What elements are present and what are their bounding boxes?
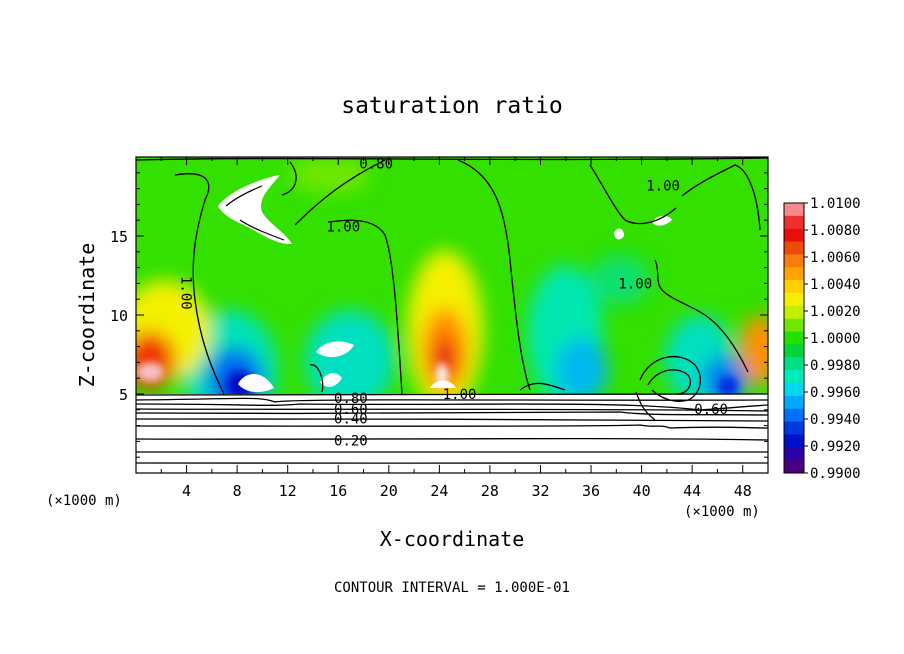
x-unit-right: (×1000 m) bbox=[684, 504, 760, 520]
chart-title: saturation ratio bbox=[341, 93, 563, 119]
contour-line bbox=[136, 424, 768, 429]
colorbar-label: 0.9960 bbox=[810, 385, 861, 401]
contour-line bbox=[136, 397, 768, 403]
colorbar-label: 0.9940 bbox=[810, 412, 861, 428]
x-tick-label: 32 bbox=[531, 482, 549, 500]
contour-line bbox=[136, 403, 768, 411]
contour-line bbox=[136, 462, 768, 464]
x-tick-label: 4 bbox=[182, 482, 191, 500]
colorbar: 1.0100 1.0080 1.0060 1.0040 1.0020 1.0000 0.99… bbox=[783, 196, 861, 482]
x-tick-label: 20 bbox=[380, 482, 398, 500]
contour-line bbox=[309, 364, 324, 393]
dry-core-right bbox=[718, 376, 738, 396]
contour-lines bbox=[136, 157, 768, 464]
x-tick-label: 36 bbox=[582, 482, 600, 500]
x-tick-label: 28 bbox=[481, 482, 499, 500]
x-tick-label: 44 bbox=[683, 482, 701, 500]
colorbar-label: 1.0080 bbox=[810, 223, 861, 239]
colorbar-label: 1.0000 bbox=[810, 331, 861, 347]
colorbar-label: 1.0020 bbox=[810, 304, 861, 320]
x-axis: 4 8 12 16 20 24 28 32 36 40 44 48 bbox=[160, 157, 752, 500]
x-tick-label: 8 bbox=[233, 482, 242, 500]
colorbar-segment bbox=[784, 395, 804, 410]
colorbar-label: 0.9980 bbox=[810, 358, 861, 374]
contour-line bbox=[136, 437, 768, 441]
y-tick-label: 5 bbox=[119, 386, 128, 404]
y-axis-label: Z-coordinate bbox=[75, 243, 99, 388]
colorbar-segment bbox=[784, 408, 804, 423]
contour-line bbox=[589, 164, 677, 225]
contour-line bbox=[654, 259, 749, 373]
contour-line bbox=[329, 219, 403, 395]
contour-label: 0.60 bbox=[694, 402, 728, 418]
contour-label: 1.00 bbox=[443, 387, 477, 403]
y-axis: 5 10 15 bbox=[110, 172, 768, 458]
x-tick-label: 12 bbox=[279, 482, 297, 500]
contour-label: 1.00 bbox=[618, 276, 652, 292]
colorbar-segment bbox=[784, 241, 804, 255]
contour-line bbox=[136, 418, 768, 422]
colorbar-segment bbox=[784, 460, 804, 474]
colorbar-segment bbox=[784, 228, 804, 243]
contour-line bbox=[136, 393, 768, 396]
contour-line bbox=[294, 159, 386, 226]
contour-line bbox=[136, 157, 768, 161]
colorbar-label: 1.0060 bbox=[810, 250, 861, 266]
contour-line bbox=[519, 382, 566, 391]
colorbar-segment bbox=[784, 344, 804, 358]
colorbar-segment bbox=[784, 293, 804, 307]
contour-interval-note: CONTOUR INTERVAL = 1.000E-01 bbox=[334, 580, 570, 596]
x-axis-label: X-coordinate bbox=[380, 527, 525, 551]
x-tick-label: 16 bbox=[329, 482, 347, 500]
contour-line bbox=[136, 411, 768, 416]
contour-label: 1.00 bbox=[326, 220, 360, 236]
y-tick-label: 15 bbox=[110, 228, 128, 246]
contour-label: 0.80 bbox=[334, 391, 368, 407]
colorbar-label: 1.0040 bbox=[810, 277, 861, 293]
colorbar-segment bbox=[784, 254, 804, 268]
x-unit-left: (×1000 m) bbox=[46, 493, 122, 509]
contour-label: 0.20 bbox=[334, 434, 368, 450]
colorbar-segment bbox=[784, 203, 804, 217]
contour-line bbox=[457, 159, 531, 391]
contour-label-layer: 0.801.001.001.001.001.000.800.60 0.600.40… bbox=[178, 156, 728, 450]
colorbar-segment bbox=[784, 421, 804, 435]
contour-label: 0.40 bbox=[334, 411, 368, 427]
y-tick-label: 10 bbox=[110, 307, 128, 325]
colorbar-segment bbox=[784, 383, 804, 397]
cloud-patches bbox=[218, 175, 672, 393]
colorbar-label: 0.9920 bbox=[810, 439, 861, 455]
contour-line bbox=[136, 408, 768, 412]
x-tick-label: 24 bbox=[430, 482, 448, 500]
x-tick-label: 40 bbox=[633, 482, 651, 500]
below-cloud-region bbox=[136, 394, 768, 473]
contour-label: 0.60 bbox=[334, 402, 368, 418]
colorbar-segment bbox=[784, 305, 804, 320]
colorbar-segment bbox=[784, 357, 804, 371]
colorbar-segment bbox=[784, 215, 804, 230]
colorbar-segment bbox=[784, 370, 804, 384]
contour-label: 1.00 bbox=[646, 178, 680, 194]
contour-label: 1.00 bbox=[178, 276, 194, 310]
colorbar-segment bbox=[784, 318, 804, 333]
contour-label: 0.80 bbox=[359, 156, 393, 172]
contour-line bbox=[647, 369, 691, 395]
contour-line bbox=[681, 164, 761, 231]
contour-line bbox=[281, 161, 297, 196]
contour-line bbox=[174, 173, 225, 395]
plot-area: 0.801.001.001.001.001.000.800.60 0.600.40… bbox=[136, 156, 768, 473]
colorbar-segment bbox=[784, 267, 804, 281]
colorbar-segment bbox=[784, 434, 804, 448]
colorbar-segment bbox=[784, 331, 804, 345]
colorbar-segment bbox=[784, 280, 804, 294]
colorbar-label: 0.9900 bbox=[810, 466, 861, 482]
colorbar-segment bbox=[784, 447, 804, 461]
x-tick-label: 48 bbox=[734, 482, 752, 500]
colorbar-label: 1.0100 bbox=[810, 196, 861, 212]
